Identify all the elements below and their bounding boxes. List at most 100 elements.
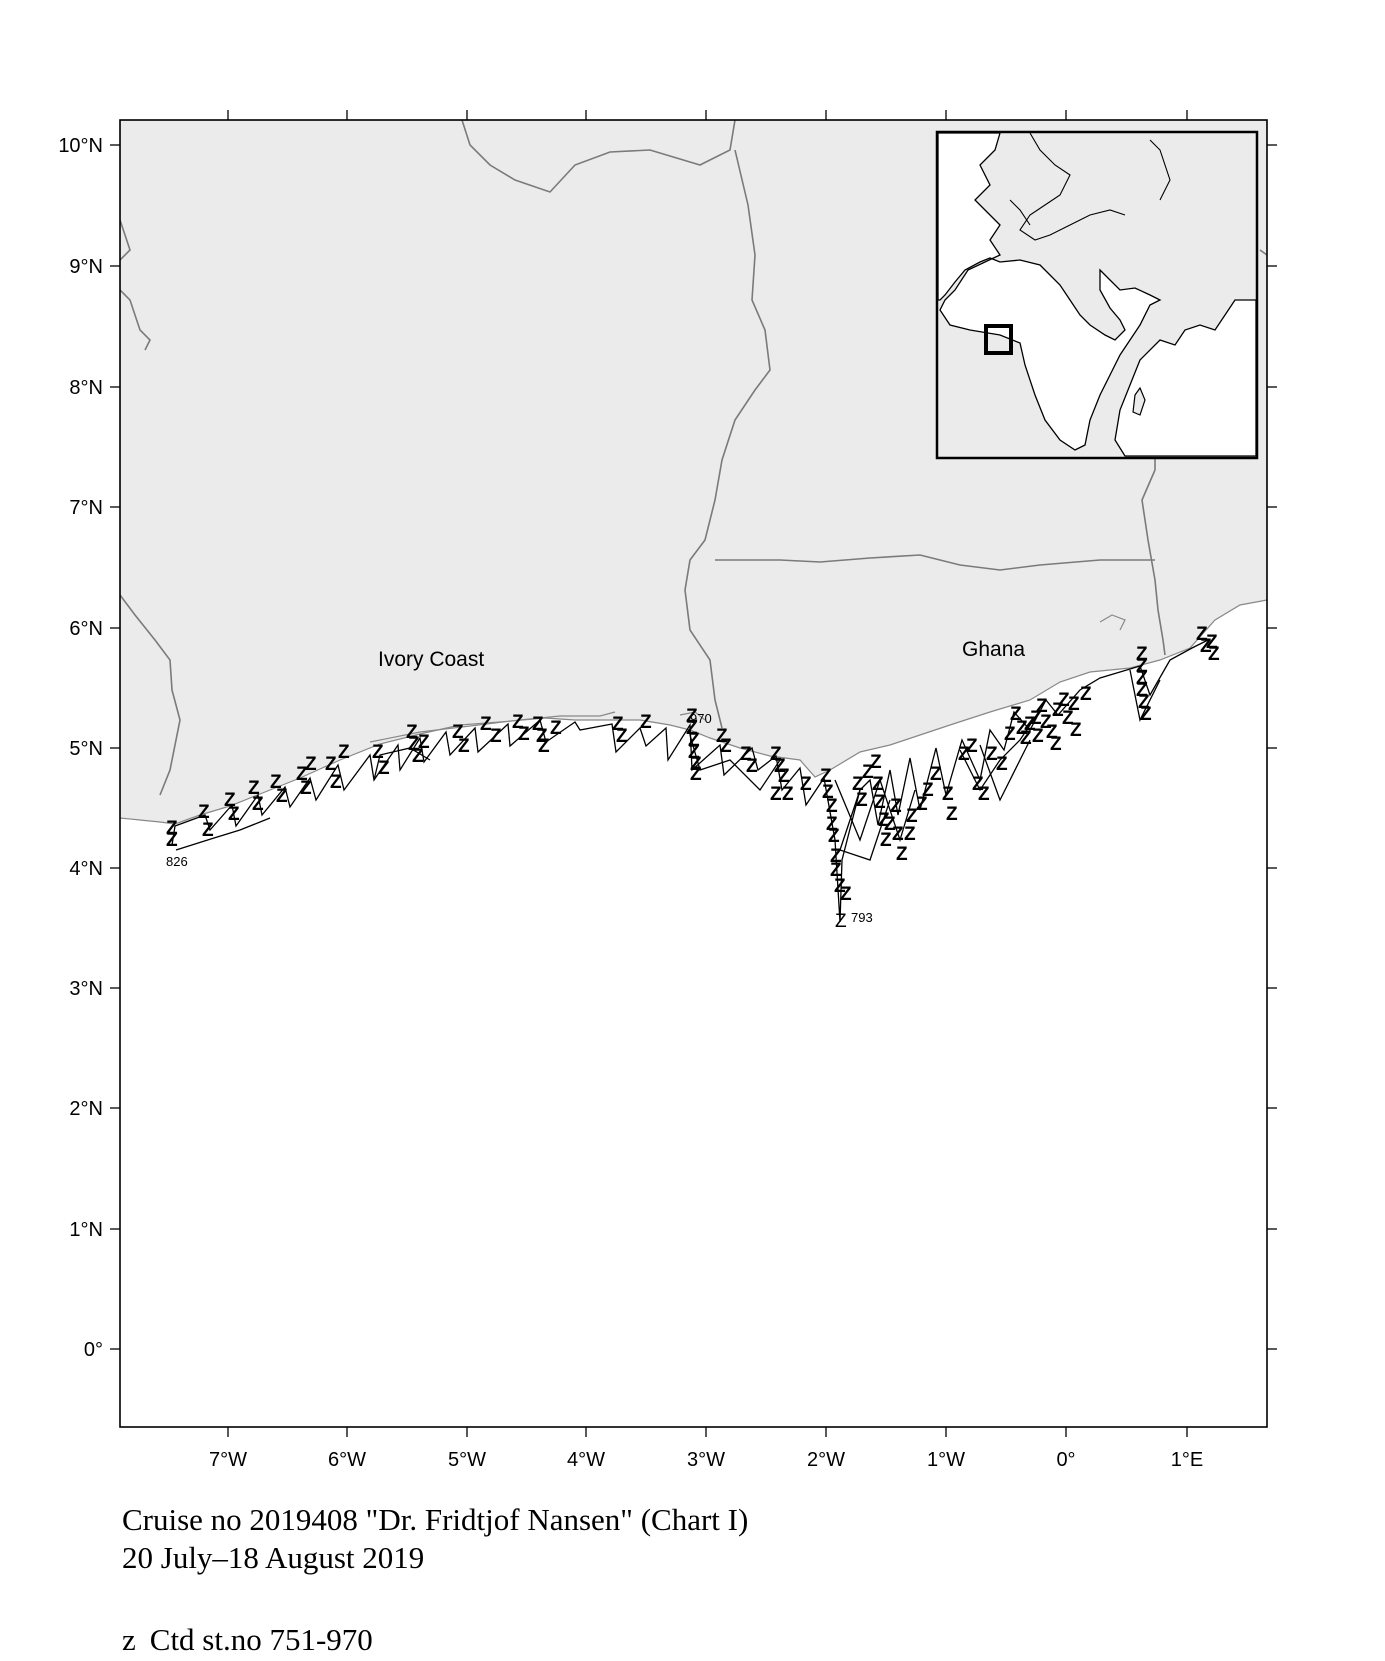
station-marker: Z bbox=[198, 802, 210, 823]
country-label-ghana: Ghana bbox=[962, 638, 1025, 661]
y-tick-label: 0° bbox=[84, 1339, 103, 1361]
station-marker: Z bbox=[1080, 684, 1092, 705]
station-marker: Z bbox=[740, 744, 752, 765]
station-marker: Z bbox=[1138, 692, 1150, 713]
station-marker: Z bbox=[872, 774, 884, 795]
x-tick-label: 1°E bbox=[1171, 1449, 1203, 1471]
track-segment bbox=[959, 709, 1041, 792]
station-marker: Z bbox=[408, 734, 420, 755]
station-marker: Z bbox=[856, 790, 868, 811]
station-marker: Z bbox=[892, 824, 904, 845]
station-marker: Z bbox=[720, 736, 732, 757]
survey-track bbox=[171, 639, 1209, 923]
station-marker: Z bbox=[1136, 656, 1148, 677]
station-marker: Z bbox=[1208, 644, 1220, 665]
station-marker: Z bbox=[330, 772, 342, 793]
caption-date-range: 20 July–18 August 2019 bbox=[122, 1540, 425, 1575]
station-marker: Z bbox=[248, 778, 260, 799]
station-marker: Z bbox=[372, 742, 384, 763]
station-marker: Z bbox=[880, 830, 892, 851]
station-marker: Z bbox=[1068, 694, 1080, 715]
station-marker: Z bbox=[224, 790, 236, 811]
track-segment bbox=[839, 789, 891, 861]
legend-text: Ctd st.no 751-970 bbox=[149, 1622, 373, 1657]
station-marker: Z bbox=[305, 754, 317, 775]
map-frame bbox=[119, 119, 1268, 1428]
station-marker: Z bbox=[276, 786, 288, 807]
station-marker: Z bbox=[538, 736, 550, 757]
station-marker: Z bbox=[978, 784, 990, 805]
station-marker: Z bbox=[1004, 724, 1016, 745]
station-marker: Z bbox=[1030, 708, 1042, 729]
legend-entry: z Ctd st.no 751-970 bbox=[122, 1622, 373, 1658]
station-marker: Z bbox=[986, 744, 998, 765]
station-marker: Z bbox=[958, 744, 970, 765]
station-marker: Z bbox=[325, 754, 337, 775]
station-marker: Z bbox=[930, 764, 942, 785]
station-marker: Z bbox=[296, 764, 308, 785]
station-marker-793: Z bbox=[835, 911, 847, 932]
station-marker: Z bbox=[512, 712, 524, 733]
station-marker: Z bbox=[834, 876, 846, 897]
station-marker: Z bbox=[1016, 718, 1028, 739]
inset-indian-ocean bbox=[1114, 299, 1257, 457]
country-label-ivory-coast: Ivory Coast bbox=[378, 648, 484, 671]
station-marker: Z bbox=[202, 820, 214, 841]
station-marker: Z bbox=[890, 796, 902, 817]
station-marker: Z bbox=[1058, 690, 1070, 711]
station-marker: Z bbox=[770, 784, 782, 805]
station-marker: Z bbox=[686, 718, 698, 739]
station-marker: Z bbox=[828, 826, 840, 847]
station-marker: Z bbox=[1136, 668, 1148, 689]
x-tick-label: 3°W bbox=[687, 1449, 725, 1471]
station-marker: Z bbox=[966, 736, 978, 757]
station-marker: Z bbox=[1010, 704, 1022, 725]
station-marker: Z bbox=[166, 818, 178, 839]
y-tick-label: 2°N bbox=[69, 1098, 103, 1120]
station-marker: Z bbox=[996, 754, 1008, 775]
y-tick-label: 8°N bbox=[69, 377, 103, 399]
station-marker: Z bbox=[1136, 644, 1148, 665]
y-axis: 10°N 9°N 8°N 7°N 6°N 5°N 4°N 3°N 2°N 1°N 0° bbox=[58, 135, 1277, 1361]
track-segment bbox=[979, 739, 1031, 802]
station-marker: Z bbox=[270, 772, 282, 793]
station-marker: Z bbox=[1200, 636, 1212, 657]
station-label-970: 970 bbox=[690, 711, 712, 726]
inset-study-area-box bbox=[984, 324, 1013, 355]
station-marker: Z bbox=[490, 726, 502, 747]
station-marker: Z bbox=[774, 756, 786, 777]
station-marker: Z bbox=[896, 844, 908, 865]
station-marker: Z bbox=[782, 784, 794, 805]
station-marker: Z bbox=[1050, 734, 1062, 755]
track-segment bbox=[373, 747, 431, 781]
station-marker: Z bbox=[1206, 632, 1218, 653]
y-tick-label: 5°N bbox=[69, 738, 103, 760]
station-marker: Z bbox=[778, 766, 790, 787]
station-marker: Z bbox=[820, 766, 832, 787]
x-tick-label: 6°W bbox=[328, 1449, 366, 1471]
station-marker: Z bbox=[800, 774, 812, 795]
legend-symbol: z bbox=[122, 1622, 136, 1657]
x-tick-label: 5°W bbox=[448, 1449, 486, 1471]
caption-cruise-title: Cruise no 2019408 "Dr. Fridtjof Nansen" … bbox=[122, 1502, 749, 1537]
x-tick-label: 1°W bbox=[927, 1449, 965, 1471]
y-tick-label: 1°N bbox=[69, 1219, 103, 1241]
station-marker: Z bbox=[532, 714, 544, 735]
y-tick-label: 3°N bbox=[69, 978, 103, 1000]
station-marker: Z bbox=[536, 726, 548, 747]
station-marker: Z bbox=[1040, 712, 1052, 733]
station-marker: Z bbox=[688, 730, 700, 751]
station-marker: Z bbox=[1046, 722, 1058, 743]
station-marker: Z bbox=[1052, 700, 1064, 721]
station-marker: Z bbox=[228, 804, 240, 825]
station-marker: Z bbox=[406, 722, 418, 743]
station-marker: Z bbox=[840, 884, 852, 905]
track-segment bbox=[834, 777, 916, 843]
station-marker: Z bbox=[412, 746, 424, 767]
station-marker: Z bbox=[878, 810, 890, 831]
station-marker: Z bbox=[904, 824, 916, 845]
station-marker: Z bbox=[916, 794, 928, 815]
y-tick-label: 10°N bbox=[58, 135, 103, 157]
station-marker: Z bbox=[612, 714, 624, 735]
